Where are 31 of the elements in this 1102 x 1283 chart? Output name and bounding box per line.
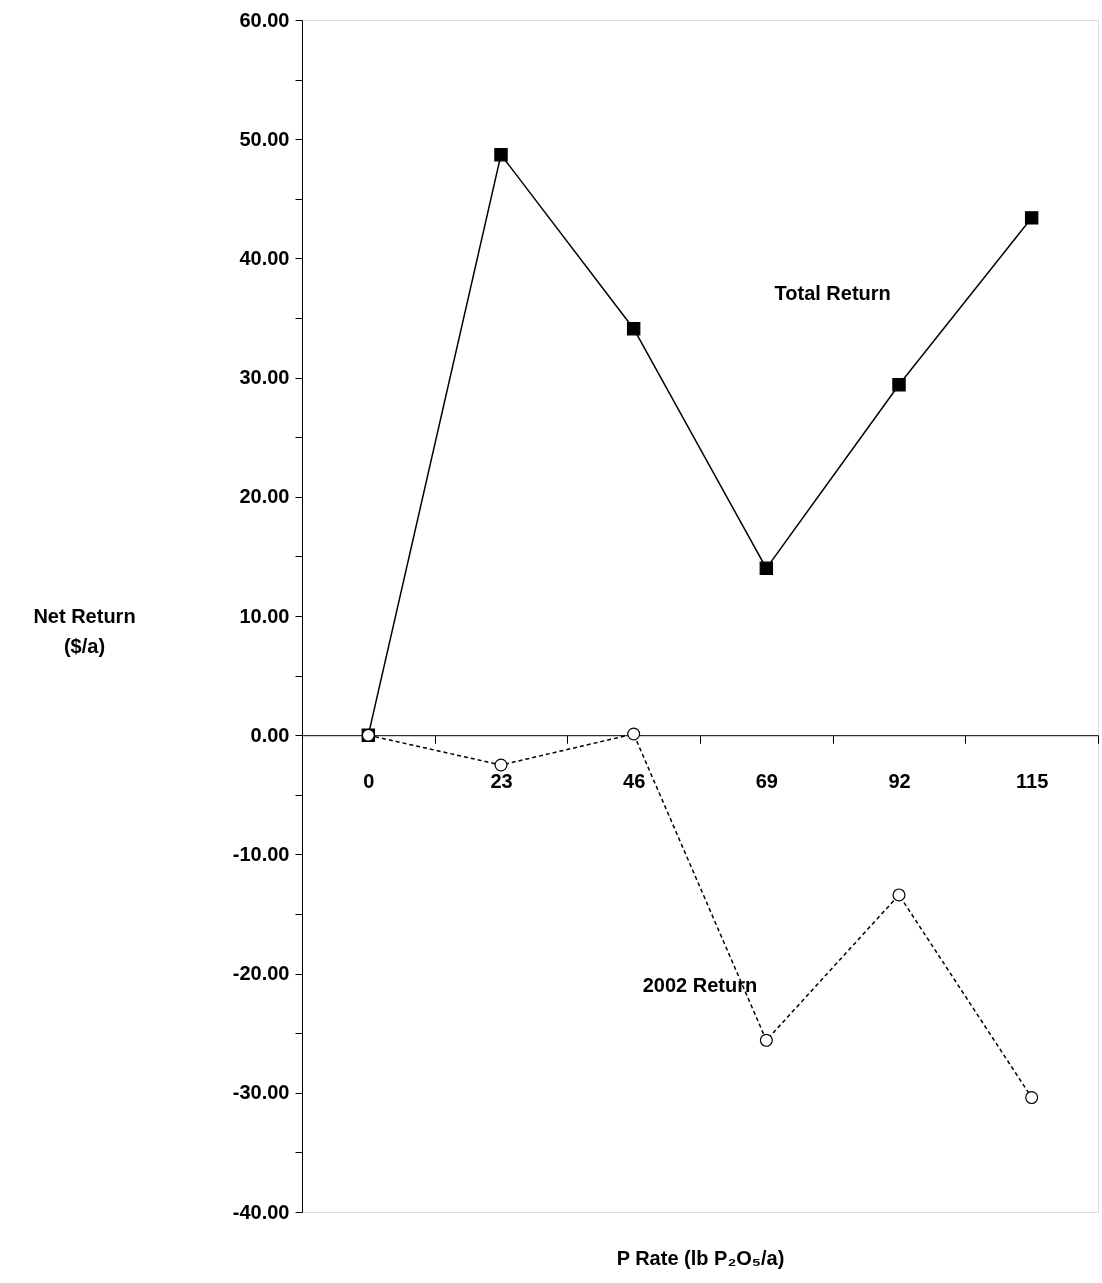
x-tick-label: 69 <box>755 769 778 792</box>
point <box>627 727 641 741</box>
point <box>759 1033 773 1047</box>
y-tick-label: 10.00 <box>239 604 290 627</box>
y-tick-label: -40.00 <box>232 1200 290 1223</box>
point <box>892 378 906 392</box>
point <box>1025 1091 1039 1105</box>
y-tick-label: 50.00 <box>239 127 290 150</box>
y-tick-label: 60.00 <box>239 8 290 31</box>
point <box>626 322 641 336</box>
point <box>892 888 906 902</box>
y-tick-label: 40.00 <box>239 246 290 269</box>
x-tick-label: 0 <box>363 769 375 792</box>
x-tick-label: 115 <box>1016 769 1049 792</box>
y-tick-label: -10.00 <box>232 842 290 865</box>
point <box>494 147 508 162</box>
y-tick-label: -20.00 <box>232 962 290 985</box>
series-label: 2002 Return <box>642 973 758 996</box>
x-tick-label: 46 <box>623 769 646 792</box>
y-tick-label: 0.00 <box>250 723 290 746</box>
y-tick-label: 20.00 <box>239 485 290 508</box>
y-axis-title: Net Return ($/a) <box>33 604 136 657</box>
y-tick-label: 30.00 <box>239 366 290 389</box>
y-tick-label: -30.00 <box>232 1081 290 1104</box>
point <box>494 758 508 772</box>
x-tick-label: 92 <box>888 769 911 792</box>
x-axis-title: P Rate (lb P₂O₅/a) <box>616 1246 785 1269</box>
x-tick-label: 23 <box>490 769 513 792</box>
point <box>759 561 774 576</box>
text: Total Return <box>774 282 891 305</box>
point <box>1024 211 1039 225</box>
